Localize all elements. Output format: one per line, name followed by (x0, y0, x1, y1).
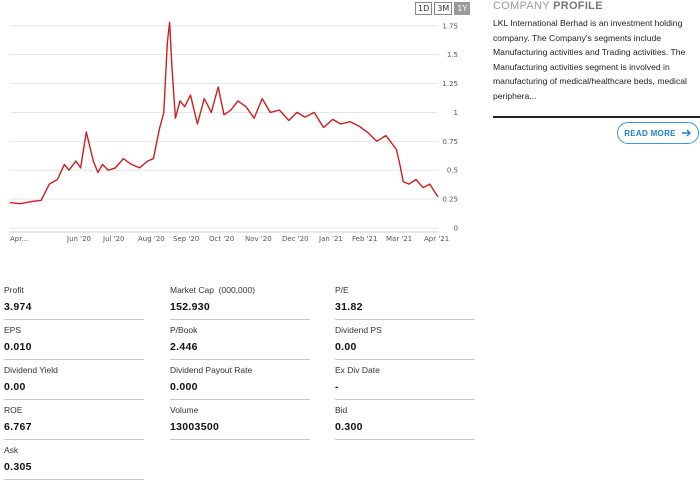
range-1d-button[interactable]: 1D (415, 2, 433, 15)
stat-value: 0.00 (4, 381, 26, 393)
read-more-button[interactable]: READ MORE (617, 122, 699, 144)
stat-ex-div-date: Ex Div Date - (335, 365, 475, 393)
range-3m-button[interactable]: 3M (434, 2, 453, 15)
x-tick-label: Jul '20 (102, 235, 125, 243)
stat-pe: P/E 31.82 (335, 285, 475, 313)
price-series-line (9, 21, 439, 205)
x-tick-label: Jun '20 (66, 235, 91, 243)
stat-divider (170, 399, 310, 400)
stat-dividend-ps: Dividend PS 0.00 (335, 325, 475, 353)
y-tick-label: 0.25 (442, 196, 458, 204)
grid (10, 25, 438, 233)
stat-divider (4, 439, 144, 440)
stat-label: Dividend Payout Rate (170, 365, 253, 375)
y-tick-label: 0 (454, 225, 458, 233)
x-tick-label: Nov '20 (245, 235, 272, 243)
company-profile: COMPANY PROFILE LKL International Berhad… (493, 0, 700, 104)
stat-divider (335, 319, 475, 320)
stat-label: Volume (170, 405, 199, 415)
y-tick-label: 0.75 (442, 138, 458, 146)
stat-divider (335, 359, 475, 360)
stat-p-book: P/Book 2.446 (170, 325, 310, 353)
line-chart-svg: 0 0.25 0.5 0.75 1 1.25 1.5 1.75 Apr... Jun '20 Ju… (9, 21, 458, 243)
arrow-right-icon (681, 129, 691, 137)
profile-divider (493, 116, 700, 118)
x-tick-label: Mar '21 (386, 235, 412, 243)
y-axis-ticks: 0 0.25 0.5 0.75 1 1.25 1.5 1.75 (442, 22, 458, 232)
stat-value: 0.300 (335, 421, 363, 433)
stat-value: 31.82 (335, 301, 363, 313)
stat-divider (4, 399, 144, 400)
stat-label-text: Market Cap (170, 285, 214, 295)
stat-market-cap: Market Cap (000,000) 152.930 (170, 285, 330, 313)
stat-roe: ROE 6.767 (4, 405, 144, 433)
x-tick-label: Apr... (10, 235, 28, 243)
stat-eps: EPS 0.010 (4, 325, 144, 353)
stat-divider (4, 319, 144, 320)
stat-value: 0.000 (170, 381, 198, 393)
x-tick-label: Oct '20 (209, 235, 234, 243)
stat-value: - (335, 381, 339, 393)
range-1y-button[interactable]: 1Y (454, 2, 471, 15)
stat-bid: Bid 0.300 (335, 405, 475, 433)
y-tick-label: 1.75 (442, 22, 458, 30)
stat-profit: Profit 3.974 (4, 285, 144, 313)
range-selector: 1D 3M 1Y (415, 2, 471, 15)
profile-title-prefix: COMPANY (493, 0, 550, 12)
stat-value: 6.767 (4, 421, 32, 433)
stat-label: ROE (4, 405, 23, 415)
stat-label: Ask (4, 445, 19, 455)
stat-divider (4, 359, 144, 360)
x-tick-label: Apr '21 (424, 235, 449, 243)
x-tick-label: Jan '21 (318, 235, 343, 243)
stat-divider (335, 399, 475, 400)
stat-divider (335, 439, 475, 440)
stat-value: 0.010 (4, 341, 32, 353)
x-axis-ticks: Apr... Jun '20 Jul '20 Aug '20 Sep '20 Oct '2… (10, 235, 449, 243)
profile-description: LKL International Berhad is an investmen… (493, 18, 687, 101)
stat-label: P/E (335, 285, 349, 295)
x-tick-label: Dec '20 (282, 235, 309, 243)
stat-divider (170, 439, 310, 440)
stat-divider (4, 479, 144, 480)
stat-label: Market Cap (000,000) (170, 285, 330, 295)
stat-label: Dividend PS (335, 325, 382, 335)
stat-value: 0.305 (4, 461, 32, 473)
x-tick-label: Sep '20 (173, 235, 199, 243)
stat-ask: Ask 0.305 (4, 445, 144, 473)
stat-value: 0.00 (335, 341, 357, 353)
stat-label: EPS (4, 325, 22, 335)
stat-label: P/Book (170, 325, 198, 335)
stat-divider (170, 359, 310, 360)
y-tick-label: 1.5 (447, 51, 458, 59)
x-tick-label: Aug '20 (138, 235, 165, 243)
profile-title: COMPANY PROFILE (493, 0, 700, 12)
read-more-label: READ MORE (624, 128, 676, 138)
stat-label: Dividend Yield (4, 365, 58, 375)
profile-title-bold: PROFILE (553, 0, 603, 12)
y-tick-label: 1 (454, 109, 458, 117)
stat-value: 2.446 (170, 341, 198, 353)
price-chart: 1D 3M 1Y 0 0.25 0.5 0.75 1 1.25 1.5 1.75 Apr...… (0, 0, 471, 250)
stat-label: Bid (335, 405, 348, 415)
y-tick-label: 0.5 (447, 167, 458, 175)
stat-dividend-payout-rate: Dividend Payout Rate 0.000 (170, 365, 310, 393)
stat-dividend-yield: Dividend Yield 0.00 (4, 365, 144, 393)
stat-unit: (000,000) (218, 285, 256, 295)
stat-volume: Volume 13003500 (170, 405, 310, 433)
stat-label: Profit (4, 285, 24, 295)
stat-value: 3.974 (4, 301, 32, 313)
y-tick-label: 1.25 (442, 80, 458, 88)
stat-divider (170, 319, 310, 320)
x-tick-label: Feb '21 (352, 235, 377, 243)
stat-value: 152.930 (170, 301, 211, 313)
stat-label: Ex Div Date (335, 365, 380, 375)
stat-value: 13003500 (170, 421, 220, 433)
series (9, 21, 439, 205)
